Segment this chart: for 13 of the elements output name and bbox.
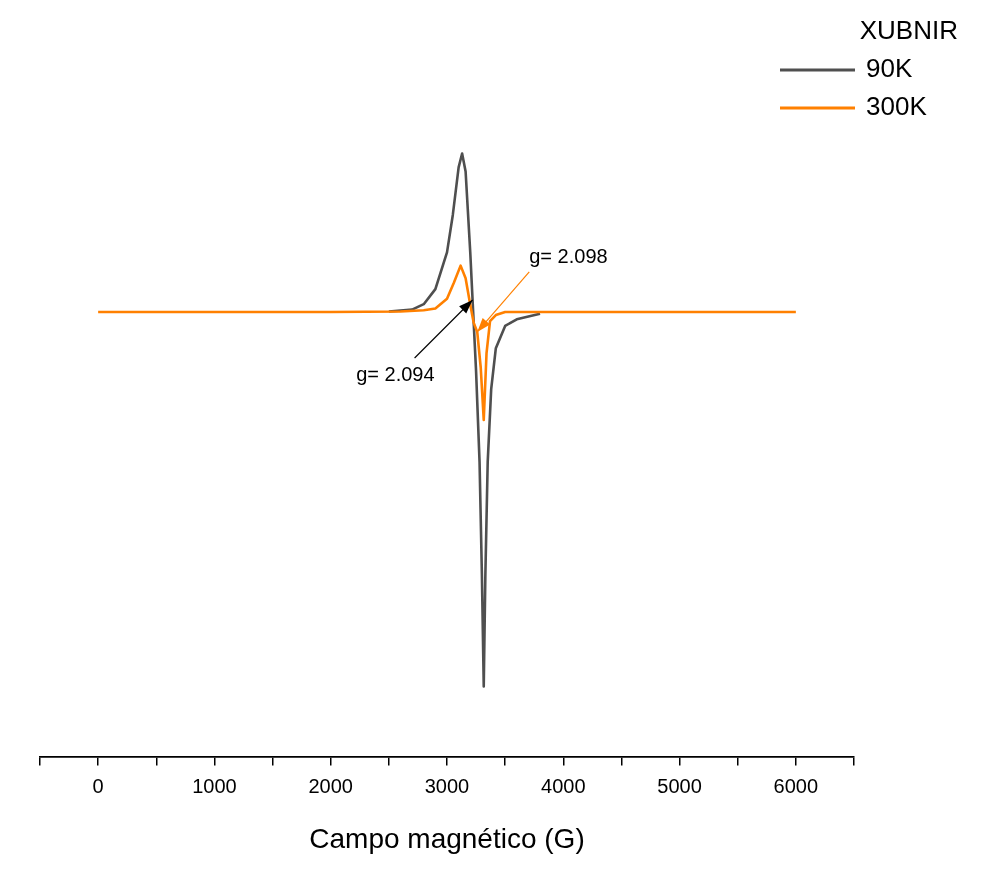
annotation: g= 2.098: [529, 245, 608, 268]
legend-label: 300K: [866, 91, 928, 122]
x-tick-label: 3000: [424, 774, 470, 797]
x-axis-title: Campo magnético (G): [309, 822, 585, 854]
x-tick-label: 1000: [192, 774, 237, 797]
x-tick-label: 5000: [657, 774, 702, 797]
x-tick-label: 6000: [773, 774, 819, 797]
x-tick-label: 0: [92, 774, 104, 797]
legend-title: XUBNIR: [859, 15, 958, 46]
annotation: g= 2.094: [356, 363, 435, 386]
x-tick-label: 4000: [541, 774, 586, 797]
x-tick-label: 2000: [308, 774, 353, 797]
legend-label: 90K: [866, 53, 913, 84]
